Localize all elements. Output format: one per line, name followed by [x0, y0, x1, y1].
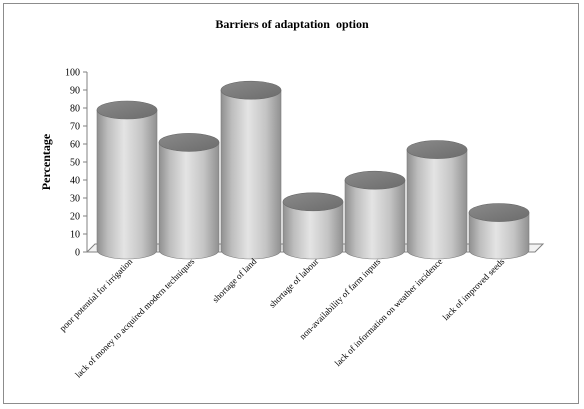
bar	[220, 80, 282, 260]
bar-body	[282, 201, 344, 260]
bar-top	[158, 133, 220, 152]
category-label: shortage of land	[210, 256, 258, 304]
bar-top	[344, 170, 406, 190]
bar	[468, 203, 530, 260]
y-tick-label: 20	[70, 212, 80, 223]
bar	[282, 192, 344, 260]
y-tick-labels: 0 10 20 30 40 50 60 70 80 90 100	[65, 68, 87, 259]
y-tick-label: 0	[75, 248, 80, 259]
y-tick-label: 40	[70, 176, 80, 187]
category-label: lack of information on weather incidence	[333, 256, 445, 368]
category-label: lack of money to acquired modern techniq…	[73, 256, 197, 380]
y-axis-label: Percentage	[39, 133, 53, 190]
bar-body	[220, 89, 282, 260]
y-tick-label: 10	[70, 230, 80, 241]
bar-top	[406, 140, 468, 159]
bar	[96, 100, 158, 260]
bar-body	[96, 109, 158, 260]
bar-body	[468, 212, 530, 260]
category-label: lack of improved seeds	[440, 256, 506, 322]
bars	[96, 80, 530, 260]
y-tick-label: 90	[70, 86, 80, 97]
bar-body	[344, 179, 406, 260]
bar	[406, 140, 468, 260]
bar-body	[406, 149, 468, 260]
bar	[158, 133, 220, 260]
bar-top	[468, 203, 530, 222]
chart-title: Barriers of adaptation option	[215, 17, 369, 31]
bar	[344, 170, 406, 260]
y-tick-label: 50	[70, 158, 80, 169]
y-tick-label: 100	[65, 68, 80, 79]
bar-body	[158, 142, 220, 260]
y-tick-label: 70	[70, 122, 80, 133]
category-label: shortage of labour	[267, 256, 320, 309]
bar-top	[282, 192, 344, 212]
bar-top	[96, 100, 158, 120]
y-tick-label: 80	[70, 104, 80, 115]
bar-top	[220, 80, 282, 100]
y-tick-label: 60	[70, 140, 80, 151]
y-tick-label: 30	[70, 194, 80, 205]
